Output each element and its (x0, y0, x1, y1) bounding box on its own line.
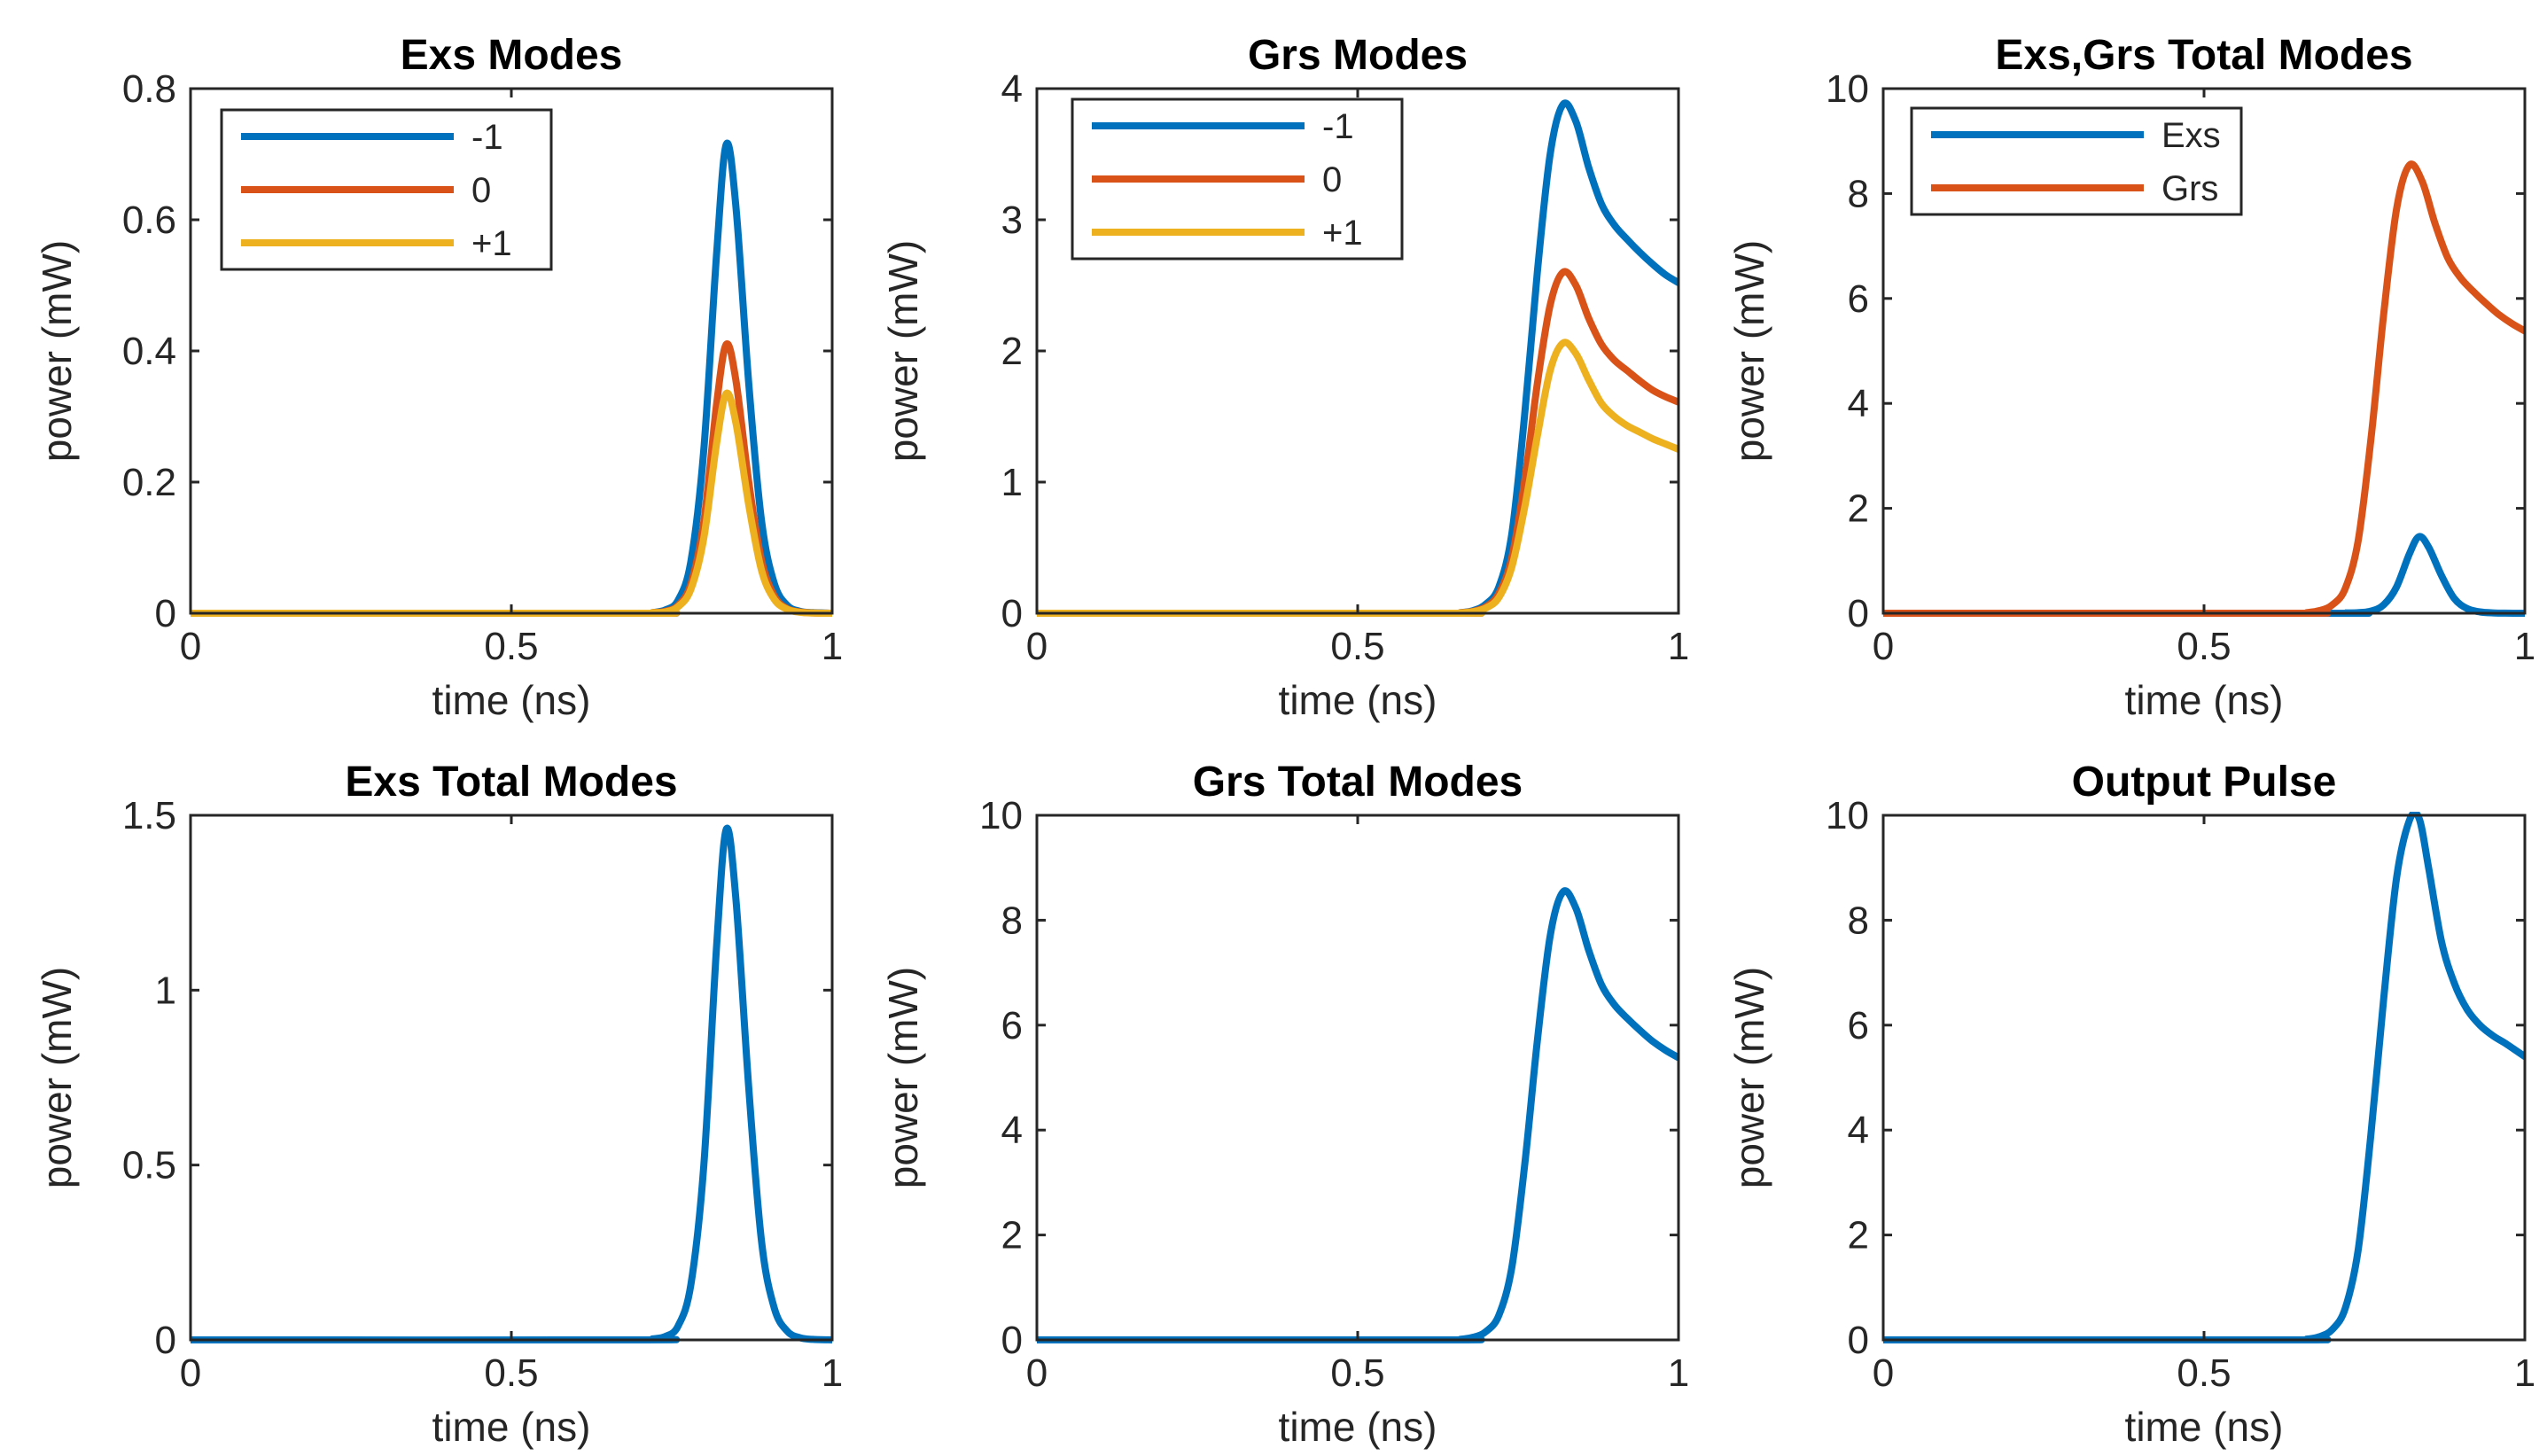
x-axis-label: time (ns) (432, 677, 591, 723)
y-tick-label: 0.6 (122, 199, 176, 242)
y-tick-label: 6 (1848, 1004, 1869, 1047)
y-tick-label: 8 (1001, 899, 1023, 942)
y-tick-label: 2 (1001, 330, 1023, 373)
y-axis-label: power (mW) (34, 240, 80, 462)
y-tick-label: 1 (1001, 461, 1023, 504)
plot-area (1037, 815, 1679, 1340)
x-axis-label: time (ns) (2125, 1404, 2284, 1450)
x-tick-label: 0.5 (1330, 625, 1384, 668)
x-tick-label: 0 (1873, 625, 1894, 668)
y-tick-label: 4 (1001, 1109, 1023, 1152)
y-tick-label: 10 (979, 794, 1023, 837)
legend-label: +1 (471, 224, 512, 263)
y-axis-label: power (mW) (880, 967, 926, 1188)
x-axis-label: time (ns) (1279, 1404, 1437, 1450)
x-axis-label: time (ns) (432, 1404, 591, 1450)
x-tick-label: 1 (2514, 625, 2535, 668)
y-tick-label: 0.8 (122, 67, 176, 111)
y-tick-label: 4 (1001, 67, 1023, 111)
y-tick-label: 0 (1001, 1319, 1023, 1362)
y-tick-label: 0 (155, 1319, 176, 1362)
y-tick-label: 0 (1848, 592, 1869, 635)
x-axis-label: time (ns) (1279, 677, 1437, 723)
y-tick-label: 1.5 (122, 794, 176, 837)
x-tick-label: 1 (822, 625, 843, 668)
y-tick-label: 1 (155, 969, 176, 1012)
x-tick-label: 1 (822, 1351, 843, 1395)
x-tick-label: 0.5 (2177, 1351, 2231, 1395)
legend-label: Exs (2161, 116, 2221, 155)
chart-title: Exs Total Modes (345, 759, 677, 806)
y-axis-label: power (mW) (880, 240, 926, 462)
legend-label: 0 (471, 171, 491, 210)
legend-label: Grs (2161, 169, 2218, 208)
x-tick-label: 0.5 (2177, 625, 2231, 668)
y-tick-label: 4 (1848, 1109, 1869, 1152)
x-tick-label: 0 (1026, 625, 1048, 668)
x-tick-label: 0 (180, 1351, 201, 1395)
y-tick-label: 2 (1001, 1214, 1023, 1257)
x-tick-label: 0.5 (484, 1351, 538, 1395)
chart-title: Grs Modes (1248, 32, 1468, 79)
y-tick-label: 0 (1848, 1319, 1869, 1362)
legend: -1 0 +1 (1071, 97, 1404, 261)
x-tick-label: 0.5 (484, 625, 538, 668)
legend-label: 0 (1322, 160, 1342, 199)
chart-title: Exs,Grs Total Modes (1995, 32, 2412, 79)
legend-label: +1 (1322, 214, 1363, 253)
x-tick-label: 1 (2514, 1351, 2535, 1395)
x-tick-label: 0 (180, 625, 201, 668)
chart-title: Output Pulse (2072, 759, 2337, 806)
y-tick-label: 8 (1848, 172, 1869, 215)
y-axis-label: power (mW) (34, 967, 80, 1188)
x-tick-label: 0 (1026, 1351, 1048, 1395)
y-tick-label: 10 (1826, 794, 1869, 837)
legend-label: -1 (471, 118, 503, 157)
y-tick-label: 0.4 (122, 330, 176, 373)
y-axis-label: power (mW) (1726, 967, 1772, 1188)
x-tick-label: 1 (1668, 625, 1689, 668)
legend: Exs Grs (1910, 106, 2243, 216)
x-tick-label: 1 (1668, 1351, 1689, 1395)
legend: -1 0 +1 (220, 108, 553, 271)
y-tick-label: 0.5 (122, 1144, 176, 1187)
plot-area (191, 815, 832, 1340)
y-tick-label: 4 (1848, 382, 1869, 425)
y-tick-label: 6 (1001, 1004, 1023, 1047)
y-tick-label: 6 (1848, 277, 1869, 321)
legend-box (1910, 106, 2243, 216)
subplot-4: 0 0.5 1 0 0.5 1 1.5 time (ns) power (mW) Exs Tota… (34, 759, 843, 1450)
y-tick-label: 0.2 (122, 461, 176, 504)
chart-title: Exs Modes (401, 32, 623, 79)
legend-label: -1 (1322, 107, 1354, 146)
y-tick-label: 8 (1848, 899, 1869, 942)
chart-title: Grs Total Modes (1193, 759, 1523, 806)
y-axis-label: power (mW) (1726, 240, 1772, 462)
plot-area (1883, 815, 2525, 1340)
x-axis-label: time (ns) (2125, 677, 2284, 723)
y-tick-label: 3 (1001, 199, 1023, 242)
subplot-2: 0 0.5 1 0 1 2 3 4 time (ns) power (mW) Grs Modes -1… (880, 32, 1689, 723)
y-tick-label: 10 (1826, 67, 1869, 111)
y-tick-label: 0 (155, 592, 176, 635)
y-tick-label: 2 (1848, 1214, 1869, 1257)
x-tick-label: 0 (1873, 1351, 1894, 1395)
subplot-1: 0 0.5 1 0 0.2 0.4 0.6 0.8 time (ns) power (mW) Exs… (34, 32, 843, 723)
y-tick-label: 0 (1001, 592, 1023, 635)
x-tick-label: 0.5 (1330, 1351, 1384, 1395)
y-tick-label: 2 (1848, 487, 1869, 531)
